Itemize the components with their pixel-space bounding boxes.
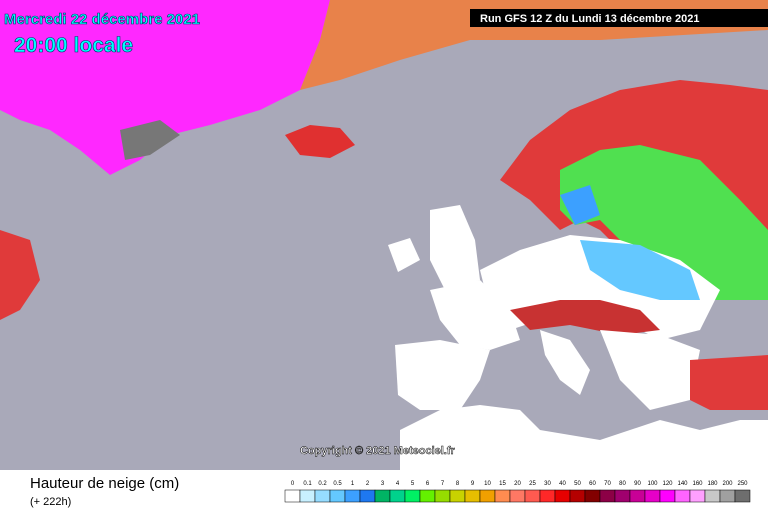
scale-swatch — [419, 489, 436, 503]
scale-label: 30 — [544, 481, 551, 487]
scale-swatch — [284, 489, 301, 503]
scale-label: 0.5 — [333, 481, 342, 487]
scale-swatch — [539, 489, 556, 503]
scale-swatch — [704, 489, 721, 503]
scale-swatch — [599, 489, 616, 503]
sweden-blue — [560, 185, 600, 225]
scale-swatch — [359, 489, 376, 503]
balkans — [600, 330, 700, 410]
iceland — [285, 125, 355, 158]
scale-swatch — [674, 489, 691, 503]
scale-label: 40 — [559, 481, 566, 487]
scale-swatch — [464, 489, 481, 503]
france — [430, 280, 520, 350]
scale-swatch — [734, 489, 751, 503]
scale-swatch — [644, 489, 661, 503]
iberia — [395, 340, 490, 410]
scale-swatch — [584, 489, 601, 503]
scale-label: 60 — [589, 481, 596, 487]
scale-label: 90 — [634, 481, 641, 487]
scale-swatch — [374, 489, 391, 503]
scale-label: 8 — [456, 481, 460, 487]
scale-label: 250 — [737, 481, 748, 487]
scale-label: 50 — [574, 481, 581, 487]
scale-label: 15 — [499, 481, 506, 487]
scale-swatch — [524, 489, 541, 503]
scale-swatch — [719, 489, 736, 503]
scale-swatch — [494, 489, 511, 503]
scale-label: 20 — [514, 481, 521, 487]
scale-swatch — [389, 489, 406, 503]
scale-label: 0 — [291, 481, 295, 487]
britain — [430, 205, 480, 290]
scale-swatch — [434, 489, 451, 503]
scale-label: 180 — [707, 481, 718, 487]
scale-label: 3 — [381, 481, 385, 487]
scale-swatch — [314, 489, 331, 503]
scale-label: 2 — [366, 481, 370, 487]
greenland — [0, 0, 330, 175]
scale-label: 80 — [619, 481, 626, 487]
scale-label: 25 — [529, 481, 536, 487]
scale-label: 1 — [351, 481, 355, 487]
scale-swatch — [689, 489, 706, 503]
legend-title: Hauteur de neige (cm) — [30, 475, 179, 492]
scale-swatch — [449, 489, 466, 503]
scale-swatch — [344, 489, 361, 503]
scale-label: 6 — [426, 481, 430, 487]
poland-blue — [580, 240, 700, 300]
run-bar — [470, 9, 768, 27]
scale-swatch — [509, 489, 526, 503]
scale-label: 100 — [647, 481, 658, 487]
scale-label: 140 — [677, 481, 688, 487]
scandinavia-green — [560, 145, 768, 300]
color-scale: 0 0.1 0.2 0.5 1 2 3 4 5 6 7 8 9 10 15 20 25 30 40 50 60 70 80 9… — [284, 481, 751, 503]
alps — [510, 300, 660, 335]
scale-swatch — [554, 489, 571, 503]
italy — [540, 330, 590, 395]
scale-label: 7 — [441, 481, 445, 487]
greenland-peak — [120, 120, 180, 160]
scale-swatch — [659, 489, 676, 503]
scale-label: 4 — [396, 481, 400, 487]
scale-swatch — [404, 489, 421, 503]
scale-label: 9 — [471, 481, 475, 487]
scale-label: 5 — [411, 481, 415, 487]
scale-label: 0.1 — [303, 481, 312, 487]
ireland — [388, 238, 420, 272]
scale-label: 10 — [484, 481, 491, 487]
scale-swatch — [479, 489, 496, 503]
scale-label: 200 — [722, 481, 733, 487]
scale-label: 70 — [604, 481, 611, 487]
scale-label: 160 — [692, 481, 703, 487]
scale-label: 120 — [662, 481, 673, 487]
scale-swatch — [629, 489, 646, 503]
run-info: Run GFS 12 Z du Lundi 13 décembre 2021 — [480, 13, 699, 25]
scale-swatch — [569, 489, 586, 503]
africa — [400, 405, 768, 470]
date-label: Mercredi 22 décembre 2021 — [4, 11, 200, 28]
scale-swatch — [329, 489, 346, 503]
scale-swatch — [614, 489, 631, 503]
copyright: Copyright © 2021 Meteociel.fr — [300, 445, 456, 457]
turkey — [690, 355, 768, 410]
legend-subtitle: (+ 222h) — [30, 496, 71, 508]
scale-label: 0.2 — [318, 481, 327, 487]
scale-swatch — [299, 489, 316, 503]
time-label: 20:00 locale — [14, 34, 133, 57]
labrador — [0, 230, 40, 320]
